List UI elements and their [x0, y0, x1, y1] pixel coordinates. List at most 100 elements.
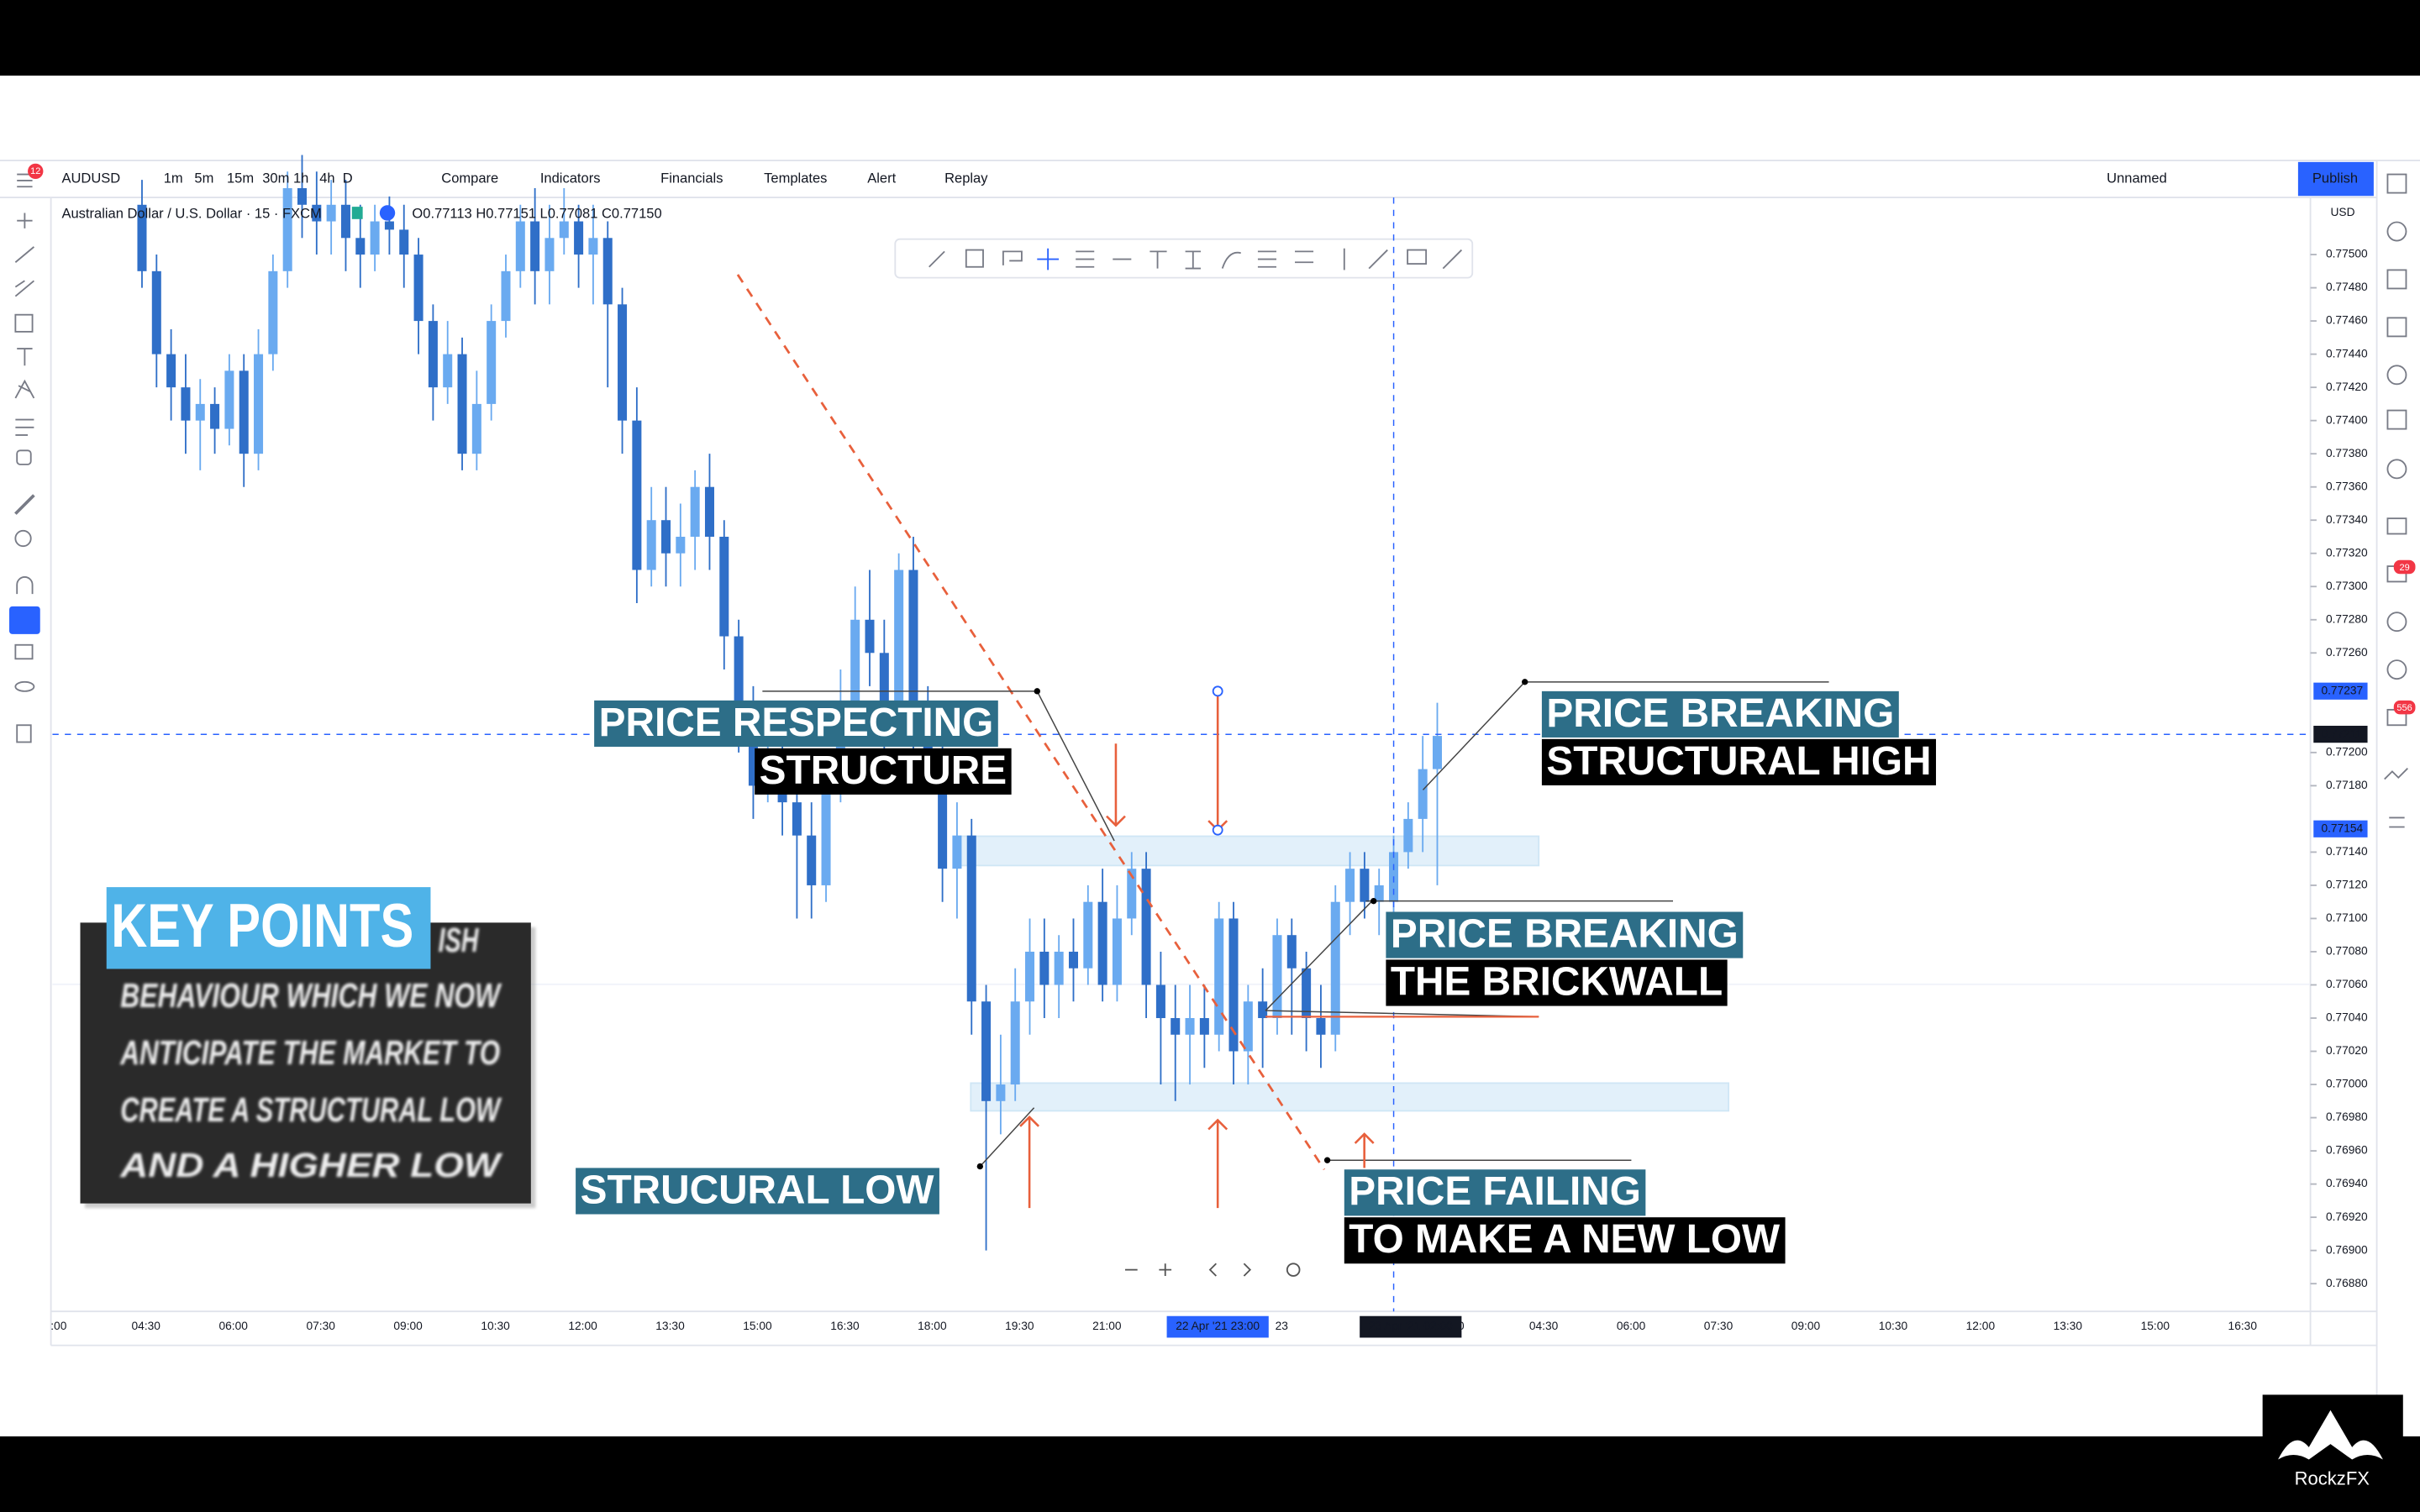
time-label: 10:30	[1879, 1320, 1908, 1332]
price-label: 0.77180	[2326, 779, 2368, 791]
logo-mark	[2278, 1410, 2383, 1460]
tool[interactable]	[1002, 250, 1023, 265]
time-highlight-bg	[1360, 1315, 1462, 1338]
dom-icon[interactable]	[2389, 816, 2405, 828]
tool[interactable]	[1076, 250, 1095, 268]
ruler-icon[interactable]	[14, 494, 35, 515]
annotation: TO MAKE A NEW LOW	[1349, 1217, 1781, 1262]
legend-title: Australian Dollar / U.S. Dollar · 15 · F…	[61, 206, 321, 222]
candle-body	[487, 321, 497, 404]
trading-icon[interactable]	[2384, 768, 2408, 780]
ideas-icon[interactable]	[2386, 459, 2407, 480]
zoom-icon[interactable]	[14, 529, 32, 548]
toolbar-button[interactable]: Alert	[867, 170, 896, 186]
watchlist-icon[interactable]	[2386, 173, 2407, 194]
price-label: 0.77420	[2326, 381, 2368, 393]
layout-name[interactable]: Unnamed	[2107, 170, 2167, 186]
calendar-icon[interactable]	[2386, 409, 2407, 430]
tool[interactable]	[1407, 249, 1428, 265]
annotation: PRICE RESPECTING	[599, 701, 994, 745]
hotlist-icon[interactable]	[2386, 365, 2407, 386]
eye-icon[interactable]	[14, 680, 35, 692]
news-icon[interactable]	[2386, 269, 2407, 290]
publish[interactable]: Publish	[2312, 170, 2358, 186]
interval[interactable]: 4h	[319, 170, 334, 186]
annotation: PRICE BREAKING	[1546, 691, 1894, 736]
fib-icon[interactable]	[14, 280, 34, 297]
streams-icon[interactable]	[2386, 612, 2407, 633]
reset-button[interactable]	[1286, 1263, 1301, 1277]
candle-body	[1286, 935, 1297, 969]
nav-button[interactable]	[1208, 1263, 1217, 1277]
side-badge-bg	[2393, 700, 2416, 715]
candle-body	[1316, 1018, 1326, 1035]
candle-body	[1127, 869, 1137, 919]
toolbar-button[interactable]: Replay	[944, 170, 988, 186]
publish-bg[interactable]	[2297, 161, 2374, 197]
toolbar-button[interactable]: Indicators	[540, 170, 601, 186]
side-badge: 29	[2399, 563, 2409, 573]
interval[interactable]: D	[343, 170, 353, 186]
tool[interactable]	[1037, 248, 1059, 270]
interval[interactable]: 15m	[227, 170, 254, 186]
crosshair-icon[interactable]	[17, 213, 33, 228]
shape-icon[interactable]	[14, 313, 34, 333]
text-icon[interactable]	[17, 348, 33, 366]
tool[interactable]	[1185, 250, 1201, 270]
tool[interactable]	[929, 250, 945, 268]
tool[interactable]	[1150, 250, 1167, 269]
candle-body	[239, 370, 249, 454]
interval[interactable]: 1h	[293, 170, 308, 186]
badge-text: 12	[30, 166, 40, 176]
price-label: 0.76960	[2326, 1144, 2368, 1157]
draw-mode-active[interactable]	[9, 606, 40, 634]
candle-body	[1258, 1001, 1268, 1019]
interval[interactable]: 5m	[194, 170, 213, 186]
toolbar-button[interactable]: Financials	[660, 170, 723, 186]
arrow-head	[1354, 1132, 1375, 1144]
toolbar-button[interactable]: Templates	[764, 170, 827, 186]
tool[interactable]	[1221, 251, 1241, 269]
key-point-line: ANTICIPATE THE MARKET TO	[119, 1033, 500, 1072]
magnet-icon[interactable]	[16, 576, 34, 595]
nav-button[interactable]	[1159, 1263, 1172, 1276]
candle-body	[952, 835, 962, 869]
interval[interactable]: 30m	[262, 170, 289, 186]
toolbar-button[interactable]: Compare	[441, 170, 498, 186]
trend-line-icon[interactable]	[14, 246, 34, 263]
tool[interactable]	[1368, 249, 1388, 270]
symbol[interactable]: AUDUSD	[61, 170, 120, 186]
price-label: 0.77320	[2326, 546, 2368, 559]
price-label: 0.77440	[2326, 347, 2368, 360]
pattern-icon[interactable]	[14, 379, 35, 399]
tool[interactable]	[1295, 250, 1314, 264]
tool[interactable]	[1442, 249, 1463, 270]
candle-body	[632, 420, 642, 570]
candle-body	[428, 321, 438, 388]
candle-body	[457, 354, 467, 454]
price-tag: 0.77211	[2321, 727, 2362, 740]
nav-button[interactable]	[1243, 1263, 1252, 1277]
lock-icon[interactable]	[14, 643, 34, 660]
anchor	[1212, 685, 1223, 697]
prediction-icon[interactable]	[15, 418, 34, 436]
price-tag: 0.77237	[2321, 684, 2363, 696]
broadcast-icon[interactable]	[2386, 659, 2407, 680]
candle-body	[704, 486, 714, 537]
candle-body	[690, 486, 700, 537]
tool[interactable]	[1257, 250, 1276, 268]
price-label: 0.77100	[2326, 911, 2368, 924]
tool[interactable]	[965, 249, 984, 268]
trash-icon[interactable]	[16, 724, 32, 743]
candle-body	[210, 403, 220, 429]
interval[interactable]: 1m	[164, 170, 183, 186]
icon-tool[interactable]	[16, 449, 32, 465]
price-label: 0.77260	[2326, 646, 2368, 659]
candle-body	[559, 221, 569, 239]
price-label: 0.77400	[2326, 413, 2368, 426]
trend-line	[736, 274, 1326, 1170]
data-window-icon[interactable]	[2386, 317, 2407, 338]
key-points-title-bg	[106, 887, 431, 969]
alerts-icon[interactable]	[2386, 221, 2407, 242]
chats-icon[interactable]	[2386, 517, 2407, 535]
